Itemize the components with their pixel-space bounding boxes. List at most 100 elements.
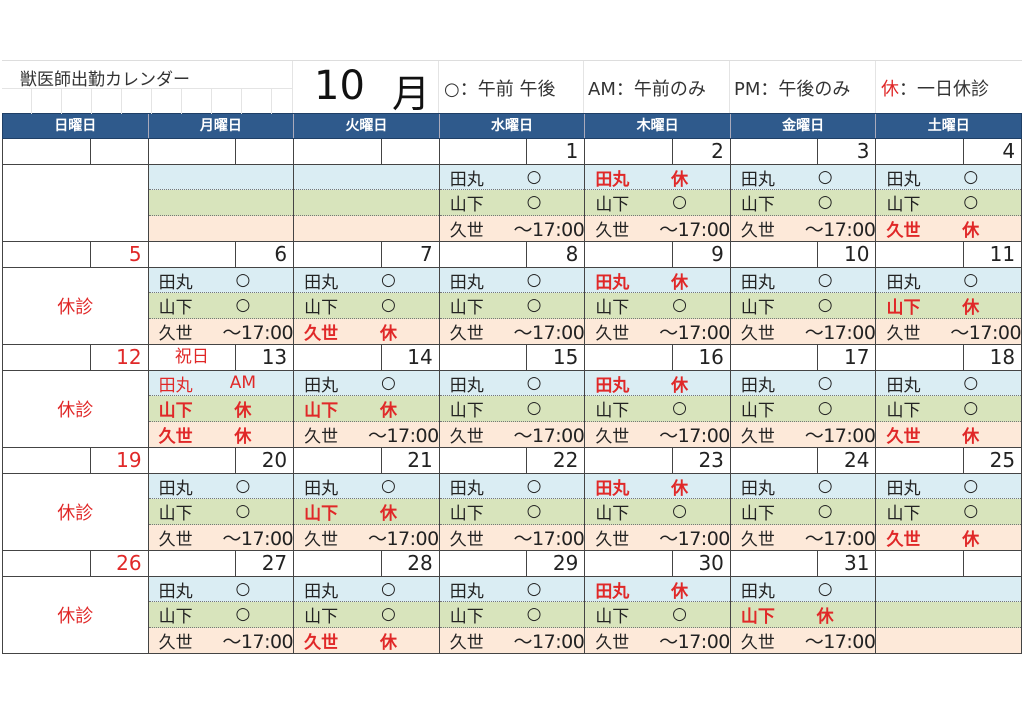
holiday-label [585,551,672,576]
day-cell[interactable]: 29 田丸 ○ 山下 ○ 久世 ～17:00 [439,551,586,654]
staff-status: ○ [963,167,979,188]
staff-name: 久世 [595,426,630,447]
staff-name: 久世 [449,632,484,653]
staff-schedule: 田丸 ○ 山下 休久世 ～17:00 [876,268,1022,345]
staff-status: 休 [962,297,980,318]
staff-row: 山下 ○ [585,396,730,422]
date-row: 22 [439,448,585,474]
staff-row: 山下 ○ [730,396,876,422]
day-cell[interactable] [148,139,295,242]
staff-status: ～17:00 [513,424,585,447]
date-number: 20 [235,448,293,473]
staff-status: ○ [963,373,979,394]
day-cell[interactable]: 11 田丸 ○ 山下 休久世 ～17:00 [876,242,1023,345]
holiday-label [440,345,527,370]
day-cell[interactable]: 17 田丸 ○ 山下 ○ 久世 ～17:00 [730,345,877,448]
day-cell[interactable]: 23 田丸 休山下 ○ 久世 ～17:00 [585,448,731,551]
staff-row: 山下 ○ [439,190,585,216]
day-cell[interactable]: 4 田丸 ○ 山下 ○ 久世 休 [876,139,1023,242]
date-number: 12 [89,345,148,370]
staff-status: ○ [526,295,542,316]
staff-status: ○ [963,476,979,497]
day-cell[interactable]: 5 休診 [3,242,149,345]
staff-status: ○ [817,373,833,394]
day-cell[interactable]: 28 田丸 ○ 山下 ○ 久世 休 [294,551,440,654]
day-cell[interactable] [876,551,1023,654]
staff-status: ○ [963,192,979,213]
staff-name: 山下 [886,503,921,524]
staff-row: 久世 ～17:00 [439,524,585,550]
day-cell[interactable]: 31 田丸 ○ 山下 休久世 ～17:00 [730,551,877,654]
divider [292,61,293,113]
day-cell[interactable]: 1 田丸 ○ 山下 ○ 久世 ～17:00 [439,139,586,242]
day-cell[interactable]: 7 田丸 ○ 山下 ○ 久世 休 [294,242,440,345]
day-cell[interactable]: 10 田丸 ○ 山下 ○ 久世 ～17:00 [730,242,877,345]
day-cell[interactable]: 21 田丸 ○ 山下 休久世 ～17:00 [294,448,440,551]
staff-schedule: 田丸 ○ 山下 ○ 久世 休 [876,165,1022,242]
day-cell[interactable]: 18 田丸 ○ 山下 ○ 久世 休 [876,345,1023,448]
staff-row: 田丸 ○ [876,268,1022,294]
day-cell[interactable]: 26 休診 [3,551,149,654]
day-cell[interactable] [294,139,440,242]
holiday-label [731,242,818,267]
date-number: 23 [671,448,730,473]
month-number: 10 [314,63,365,109]
day-cell[interactable]: 24 田丸 ○ 山下 ○ 久世 ～17:00 [730,448,877,551]
staff-name: 山下 [449,503,484,524]
closed-label: 休診 [3,268,148,345]
holiday-label [585,139,672,164]
day-cell[interactable]: 25 田丸 ○ 山下 ○ 久世 休 [876,448,1023,551]
staff-row: 久世 ～17:00 [585,215,730,241]
day-cell[interactable]: 22 田丸 ○ 山下 ○ 久世 ～17:00 [439,448,586,551]
staff-name: 田丸 [304,272,339,293]
staff-name: 久世 [740,220,775,241]
day-cell[interactable]: 12 休診 [3,345,149,448]
day-cell[interactable]: 9 田丸 休山下 ○ 久世 ～17:00 [585,242,731,345]
day-cell[interactable]: 6 田丸 ○ 山下 ○ 久世 ～17:00 [148,242,295,345]
legend-am: AM：午前のみ [588,75,706,101]
staff-row: 久世 休 [148,421,294,447]
day-cell[interactable]: 3 田丸 ○ 山下 ○ 久世 ～17:00 [730,139,877,242]
holiday-label [294,139,381,164]
week-row: 1 田丸 ○ 山下 ○ 久世 ～17:00 2 田丸休山下 ○ 久世 ～17:00 3 田丸 ○ 山下 ○ 久世～… [2,139,1023,242]
date-number [963,551,1021,576]
day-cell[interactable]: 14 田丸 ○ 山下 休久世 ～17:00 [294,345,440,448]
date-row: 31 [730,551,876,577]
day-cell[interactable] [3,139,149,242]
day-cell[interactable]: 20 田丸 ○ 山下 ○ 久世 ～17:00 [148,448,295,551]
staff-row: 山下 ○ [730,499,876,525]
weekday-2: 火曜日 [294,114,440,138]
day-cell[interactable]: 16 田丸 休山下 ○ 久世 ～17:00 [585,345,731,448]
holiday-label [731,448,818,473]
staff-row: 田丸 ○ [439,474,585,500]
staff-status: ○ [817,295,833,316]
staff-name: 久世 [595,632,630,653]
staff-row: 久世 ～17:00 [730,627,876,653]
staff-name: 山下 [886,400,921,421]
staff-row: 山下 休 [294,396,439,422]
day-cell[interactable]: 15 田丸 ○ 山下 ○ 久世 ～17:00 [439,345,586,448]
staff-status: 休 [962,529,980,550]
day-cell[interactable]: 19 休診 [3,448,149,551]
day-cell[interactable]: 祝日 13 田丸 AM 山下休久世休 [148,345,295,448]
staff-status: ～17:00 [367,527,439,550]
staff-row: 田丸 ○ [148,474,294,500]
staff-status: ～17:00 [659,218,730,241]
day-cell[interactable]: 8 田丸 ○ 山下 ○ 久世 ～17:00 [439,242,586,345]
date-row: 11 [876,242,1022,268]
day-cell[interactable]: 30 田丸 休山下 ○ 久世 ～17:00 [585,551,731,654]
staff-status: ○ [526,501,542,522]
staff-row [148,165,294,191]
staff-status: ○ [235,501,251,522]
staff-row: 久世 休 [294,318,439,344]
staff-status: ○ [235,270,251,291]
staff-status: ○ [672,295,688,316]
staff-name: 久世 [158,632,193,653]
day-cell[interactable]: 27 田丸 ○ 山下 ○ 久世 ～17:00 [148,551,295,654]
staff-row: 山下 ○ [148,293,294,319]
staff-row: 田丸 ○ [876,165,1022,191]
date-row: 16 [585,345,730,371]
staff-status: ○ [526,476,542,497]
staff-status: ○ [381,373,396,394]
day-cell[interactable]: 2 田丸 休山下 ○ 久世 ～17:00 [585,139,731,242]
